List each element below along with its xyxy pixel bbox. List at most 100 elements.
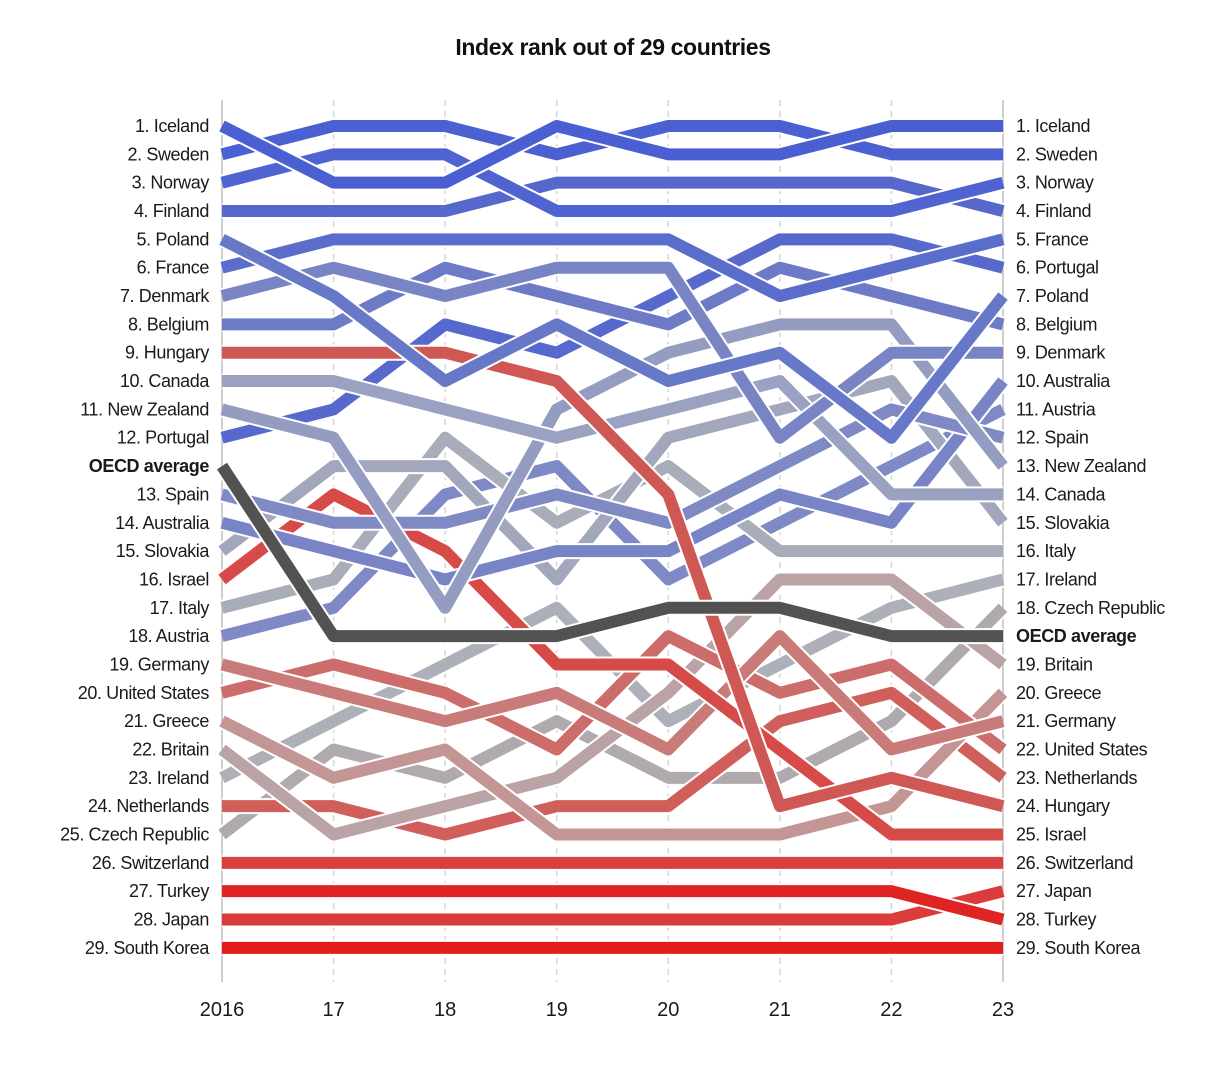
x-tick-label: 23 bbox=[992, 999, 1014, 1021]
country-label: 22. United States bbox=[1016, 739, 1148, 759]
country-label: 11. New Zealand bbox=[80, 399, 209, 419]
series-portugal bbox=[220, 231, 1005, 446]
series-turkey bbox=[222, 883, 1005, 928]
country-label: 14. Australia bbox=[115, 513, 210, 533]
country-label: 14. Canada bbox=[1016, 484, 1106, 504]
country-label: 4. Finland bbox=[134, 201, 209, 221]
country-label: 16. Israel bbox=[139, 569, 209, 589]
country-label: 28. Japan bbox=[134, 910, 209, 930]
country-label: 25. Czech Republic bbox=[60, 825, 209, 845]
right-labels: 1. Iceland 2. Sweden 3. Norway 4. Finland 5.… bbox=[1016, 116, 1166, 958]
series-lines bbox=[215, 118, 1010, 956]
country-label: 1. Iceland bbox=[1016, 116, 1090, 136]
country-label: 27. Japan bbox=[1016, 881, 1091, 901]
series-netherlands bbox=[222, 684, 1008, 843]
series-line bbox=[220, 318, 1008, 614]
series-line bbox=[219, 234, 1008, 444]
country-label: 15. Slovakia bbox=[116, 541, 211, 561]
chart-title: Index rank out of 29 countries bbox=[455, 34, 771, 60]
country-label: 9. Denmark bbox=[1016, 343, 1106, 363]
x-tick-label: 18 bbox=[434, 999, 456, 1021]
series-oecd-average bbox=[215, 461, 1003, 645]
country-label: 17. Italy bbox=[150, 598, 210, 618]
country-label: 19. Germany bbox=[109, 654, 209, 674]
country-label: 20. Greece bbox=[1016, 683, 1101, 703]
oecd-average-label: OECD average bbox=[89, 456, 210, 476]
country-label: 24. Hungary bbox=[1016, 796, 1110, 816]
country-label: 13. Spain bbox=[137, 484, 209, 504]
country-label: 10. Australia bbox=[1016, 371, 1111, 391]
series-line bbox=[220, 261, 1003, 444]
series-norway bbox=[220, 146, 1005, 220]
country-label: 26. Switzerland bbox=[1016, 853, 1133, 873]
x-tick-label: 21 bbox=[769, 999, 791, 1021]
series-line bbox=[220, 377, 1008, 586]
country-label: 5. France bbox=[1016, 229, 1089, 249]
country-label: 27. Turkey bbox=[129, 881, 209, 901]
country-label: 18. Austria bbox=[128, 626, 210, 646]
country-label: 12. Spain bbox=[1016, 428, 1088, 448]
country-label: 8. Belgium bbox=[128, 314, 209, 334]
country-label: 29. South Korea bbox=[85, 938, 210, 958]
country-label: 23. Netherlands bbox=[1016, 768, 1137, 788]
country-label: 16. Italy bbox=[1016, 541, 1076, 561]
country-label: 11. Austria bbox=[1016, 399, 1097, 419]
x-tick-label: 22 bbox=[880, 999, 902, 1021]
country-label: 6. France bbox=[137, 258, 210, 278]
x-tick-label: 2016 bbox=[200, 999, 245, 1021]
country-label: 19. Britain bbox=[1016, 654, 1093, 674]
series-germany bbox=[220, 628, 1005, 758]
country-label: 1. Iceland bbox=[135, 116, 209, 136]
x-tick-label: 17 bbox=[322, 999, 344, 1021]
country-label: 2. Sweden bbox=[128, 144, 209, 164]
series-united-states bbox=[220, 628, 1008, 758]
country-label: 17. Ireland bbox=[1016, 569, 1097, 589]
series-line bbox=[222, 375, 1003, 501]
series-line bbox=[220, 233, 1005, 303]
country-label: 2. Sweden bbox=[1016, 144, 1097, 164]
country-label: 28. Turkey bbox=[1016, 910, 1096, 930]
series-line bbox=[222, 885, 1005, 926]
series-japan bbox=[222, 883, 1005, 928]
country-label: 20. United States bbox=[78, 683, 210, 703]
x-tick-label: 19 bbox=[546, 999, 568, 1021]
series-line bbox=[216, 462, 1003, 643]
country-label: 6. Portugal bbox=[1016, 258, 1099, 278]
country-label: 7. Denmark bbox=[120, 286, 210, 306]
x-tick-label: 20 bbox=[657, 999, 679, 1021]
series-iceland bbox=[218, 118, 1003, 191]
country-label: 18. Czech Republic bbox=[1016, 598, 1165, 618]
left-labels: 1. Iceland 2. Sweden 3. Norway 4. Finland 5.… bbox=[60, 116, 211, 958]
series-australia bbox=[220, 376, 1010, 588]
country-label: 26. Switzerland bbox=[92, 853, 209, 873]
series-line bbox=[220, 630, 1005, 756]
country-label: 3. Norway bbox=[1016, 173, 1094, 193]
series-israel bbox=[217, 486, 1003, 843]
series-line bbox=[220, 630, 1007, 756]
series-hungary bbox=[222, 344, 1005, 815]
oecd-average-label: OECD average bbox=[1016, 626, 1137, 646]
country-label: 21. Greece bbox=[124, 711, 209, 731]
country-label: 15. Slovakia bbox=[1016, 513, 1111, 533]
x-axis-ticks: 2016 17 18 19 20 21 22 23 bbox=[200, 999, 1014, 1021]
country-label: 3. Norway bbox=[132, 173, 210, 193]
country-label: 22. Britain bbox=[132, 739, 209, 759]
country-label: 8. Belgium bbox=[1016, 314, 1097, 334]
country-label: 24. Netherlands bbox=[88, 796, 209, 816]
series-line bbox=[220, 233, 1005, 444]
country-label: 7. Poland bbox=[1016, 286, 1088, 306]
country-label: 13. New Zealand bbox=[1016, 456, 1146, 476]
series-canada bbox=[222, 373, 1003, 503]
country-label: 25. Israel bbox=[1016, 825, 1086, 845]
series-line bbox=[222, 176, 1005, 218]
country-label: 5. Poland bbox=[137, 229, 209, 249]
series-france bbox=[220, 231, 1005, 305]
series-line bbox=[218, 488, 1003, 841]
country-label: 12. Portugal bbox=[117, 428, 209, 448]
series-line bbox=[222, 686, 1007, 841]
series-new-zealand bbox=[220, 316, 1010, 616]
series-finland bbox=[222, 174, 1005, 220]
country-label: 23. Ireland bbox=[128, 768, 209, 788]
series-denmark bbox=[220, 259, 1003, 446]
